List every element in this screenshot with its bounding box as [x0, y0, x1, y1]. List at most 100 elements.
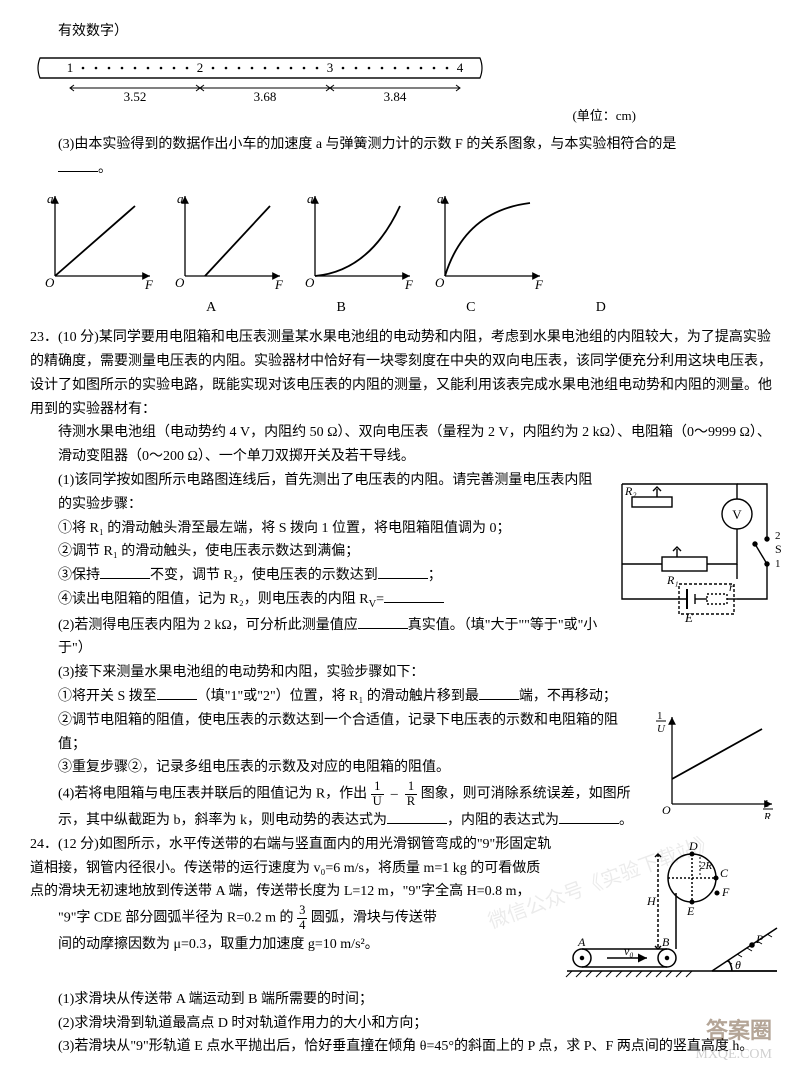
svg-text:V: V: [732, 507, 742, 522]
q23-p4-a: 若将电阻箱与电压表并联后的阻值记为 R，作出: [74, 787, 367, 802]
q24-score: (12 分): [58, 837, 99, 852]
ruler-mark-2: 2: [197, 60, 204, 75]
q23-p3-s2: ②调节电阻箱的阻值，使电压表的示数达到一个合适值，记录下电压表的示数和电阻箱的阻…: [58, 709, 644, 757]
q22-3-text: (3)由本实验得到的数据作出小车的加速度 a 与弹簧测力计的示数 F 的关系图象…: [58, 137, 676, 152]
q23-p1-s4a: ④读出电阻箱的阻值，记为 R₂，则电压表的内阻 R: [58, 592, 369, 607]
q24: 24．(12 分)如图所示，水平传送带的右端与竖直面内的用光滑钢管弯成的"9"形…: [30, 833, 782, 1059]
q23-p3-s1a: ①将开关 S 拨至: [58, 689, 157, 704]
q23-p4-d: 。: [619, 813, 633, 828]
q24-intro-a: 如图所示，水平传送带的右端与竖直面内的用光滑钢管弯成的"9"形固定轨道相接，钢管…: [30, 837, 551, 900]
blank-keep: [100, 564, 150, 579]
blank-compare: [358, 614, 408, 629]
ruler-seg-1: 3.52: [124, 89, 147, 104]
svg-text:O: O: [435, 275, 445, 290]
ruler-mark-4: 4: [457, 60, 464, 75]
frac-34-num: 3: [297, 904, 307, 919]
svg-text:E: E: [686, 904, 695, 918]
svg-text:O: O: [662, 803, 671, 817]
q23-p1-label: (1): [58, 473, 74, 488]
blank-switch: [157, 685, 197, 700]
q23-p3-label: (3): [58, 665, 74, 680]
svg-text:R₂: R₂: [624, 484, 637, 498]
opt-C: C: [466, 296, 475, 320]
q23-num: 23．: [30, 330, 58, 345]
frac-1r-den: R: [405, 795, 417, 809]
header-fragment: 有效数字）: [30, 20, 782, 44]
svg-text:F: F: [404, 277, 414, 292]
q22-3: (3)由本实验得到的数据作出小车的加速度 a 与弹簧测力计的示数 F 的关系图象…: [58, 133, 782, 181]
svg-text:H: H: [646, 894, 657, 908]
svg-text:O: O: [45, 275, 55, 290]
ruler-seg-3: 3.84: [384, 89, 407, 104]
q23-p2-a: 若测得电压表内阻为 2 kΩ，可分析此测量值应: [74, 618, 357, 633]
q23-p1-s3a: ③保持: [58, 568, 100, 583]
frac-1u-num: 1: [371, 780, 384, 795]
q23-p2-label: (2): [58, 618, 74, 633]
svg-text:O: O: [175, 275, 185, 290]
q23-intro: 某同学要用电阻箱和电压表测量某水果电池组的电动势和内阻，考虑到水果电池组的内阻较…: [30, 330, 772, 416]
circuit-figure: V 2 1 S: [607, 469, 782, 634]
svg-text:R: R: [763, 811, 771, 819]
svg-text:2R: 2R: [700, 860, 713, 872]
ruler-mark-1: 1: [67, 60, 74, 75]
q22-3-period: 。: [98, 161, 112, 176]
svg-text:B: B: [662, 935, 670, 949]
q23-p3-s1b: （填"1"或"2"）位置，将 R₁ 的滑动触片移到最: [197, 689, 479, 704]
q23-p4-label: (4): [58, 787, 74, 802]
ruler-unit: (单位：cm): [176, 105, 636, 127]
svg-text:a: a: [47, 191, 54, 206]
svg-text:C: C: [720, 866, 729, 880]
svg-text:a: a: [437, 191, 444, 206]
svg-text:2: 2: [775, 530, 781, 542]
svg-text:S: S: [775, 542, 782, 556]
svg-text:F: F: [721, 885, 730, 899]
graph-1u-1r: O 1U 1R: [652, 709, 782, 819]
q23-p1-s2: ②调节 R₁ 的滑动触头，使电压表示数达到满偏；: [58, 540, 599, 564]
q24-p3: (3)若滑块从"9"形轨道 E 点水平抛出后，恰好垂直撞在倾角 θ=45°的斜面…: [58, 1035, 782, 1059]
svg-text:U: U: [657, 723, 666, 735]
svg-text:F: F: [534, 277, 544, 292]
svg-text:F: F: [274, 277, 284, 292]
frac-34-den: 4: [297, 919, 307, 933]
q23-p4-c: ，内阻的表达式为: [447, 813, 559, 828]
opt-B: B: [337, 296, 346, 320]
frac-1r-num: 1: [405, 780, 417, 795]
q24-intro-c: 圆弧，滑块与传送带: [311, 911, 437, 926]
blank-r: [559, 809, 619, 824]
q24-num: 24．: [30, 837, 58, 852]
svg-text:1: 1: [657, 710, 663, 722]
opt-A: A: [206, 296, 216, 320]
opt-D: D: [596, 296, 606, 320]
q23-p3-text: 接下来测量水果电池组的电动势和内阻，实验步骤如下：: [74, 665, 424, 680]
blank-rv: [384, 588, 444, 603]
q23-materials: 待测水果电池组（电动势约 4 V，内阻约 50 Ω）、双向电压表（量程为 2 V…: [58, 421, 782, 469]
q23-p3-s1c: 端，不再移动；: [519, 689, 617, 704]
q23-score: (10 分): [58, 330, 99, 345]
svg-text:P: P: [755, 932, 764, 946]
svg-text:a: a: [307, 191, 314, 206]
q24-p1: (1)求滑块从传送带 A 端运动到 B 端所需要的时间；: [58, 988, 782, 1012]
svg-text:A: A: [577, 935, 586, 949]
q23-p1-s3c: ；: [428, 568, 442, 583]
ruler-mark-3: 3: [327, 60, 334, 75]
svg-text:F: F: [144, 277, 154, 292]
svg-text:θ: θ: [735, 958, 741, 972]
ruler-seg-2: 3.68: [254, 89, 277, 104]
svg-text:v₀: v₀: [624, 944, 634, 958]
q24-intro-b: "9"字 CDE 部分圆弧半径为 R=0.2 m 的: [58, 911, 294, 926]
blank-emf: [387, 809, 447, 824]
q24-p2: (2)求滑块滑到轨道最高点 D 时对轨道作用力的大小和方向；: [58, 1012, 782, 1036]
svg-text:a: a: [177, 191, 184, 206]
svg-text:O: O: [305, 275, 315, 290]
watermark-3: MXQE.COM: [695, 1043, 772, 1067]
q23-p3-s3: ③重复步骤②，记录多组电压表的示数及对应的电阻箱的阻值。: [58, 756, 644, 780]
q23-p1-s4b: =: [376, 592, 384, 607]
q22-3-blank: [58, 157, 98, 172]
ruler-figure: 1 2 3 4 3.52 3.68 3.84 (单位：cm): [30, 50, 782, 127]
svg-text:1: 1: [775, 558, 781, 570]
blank-reading: [378, 564, 428, 579]
q23-p1-s1: ①将 R₁ 的滑动触头滑至最左端，将 S 拨向 1 位置，将电阻箱阻值调为 0；: [58, 517, 599, 541]
q23-p1-s3b: 不变，调节 R₂，使电压表的示数达到: [150, 568, 378, 583]
svg-text:D: D: [688, 839, 698, 853]
svg-text:R₁: R₁: [666, 573, 679, 587]
